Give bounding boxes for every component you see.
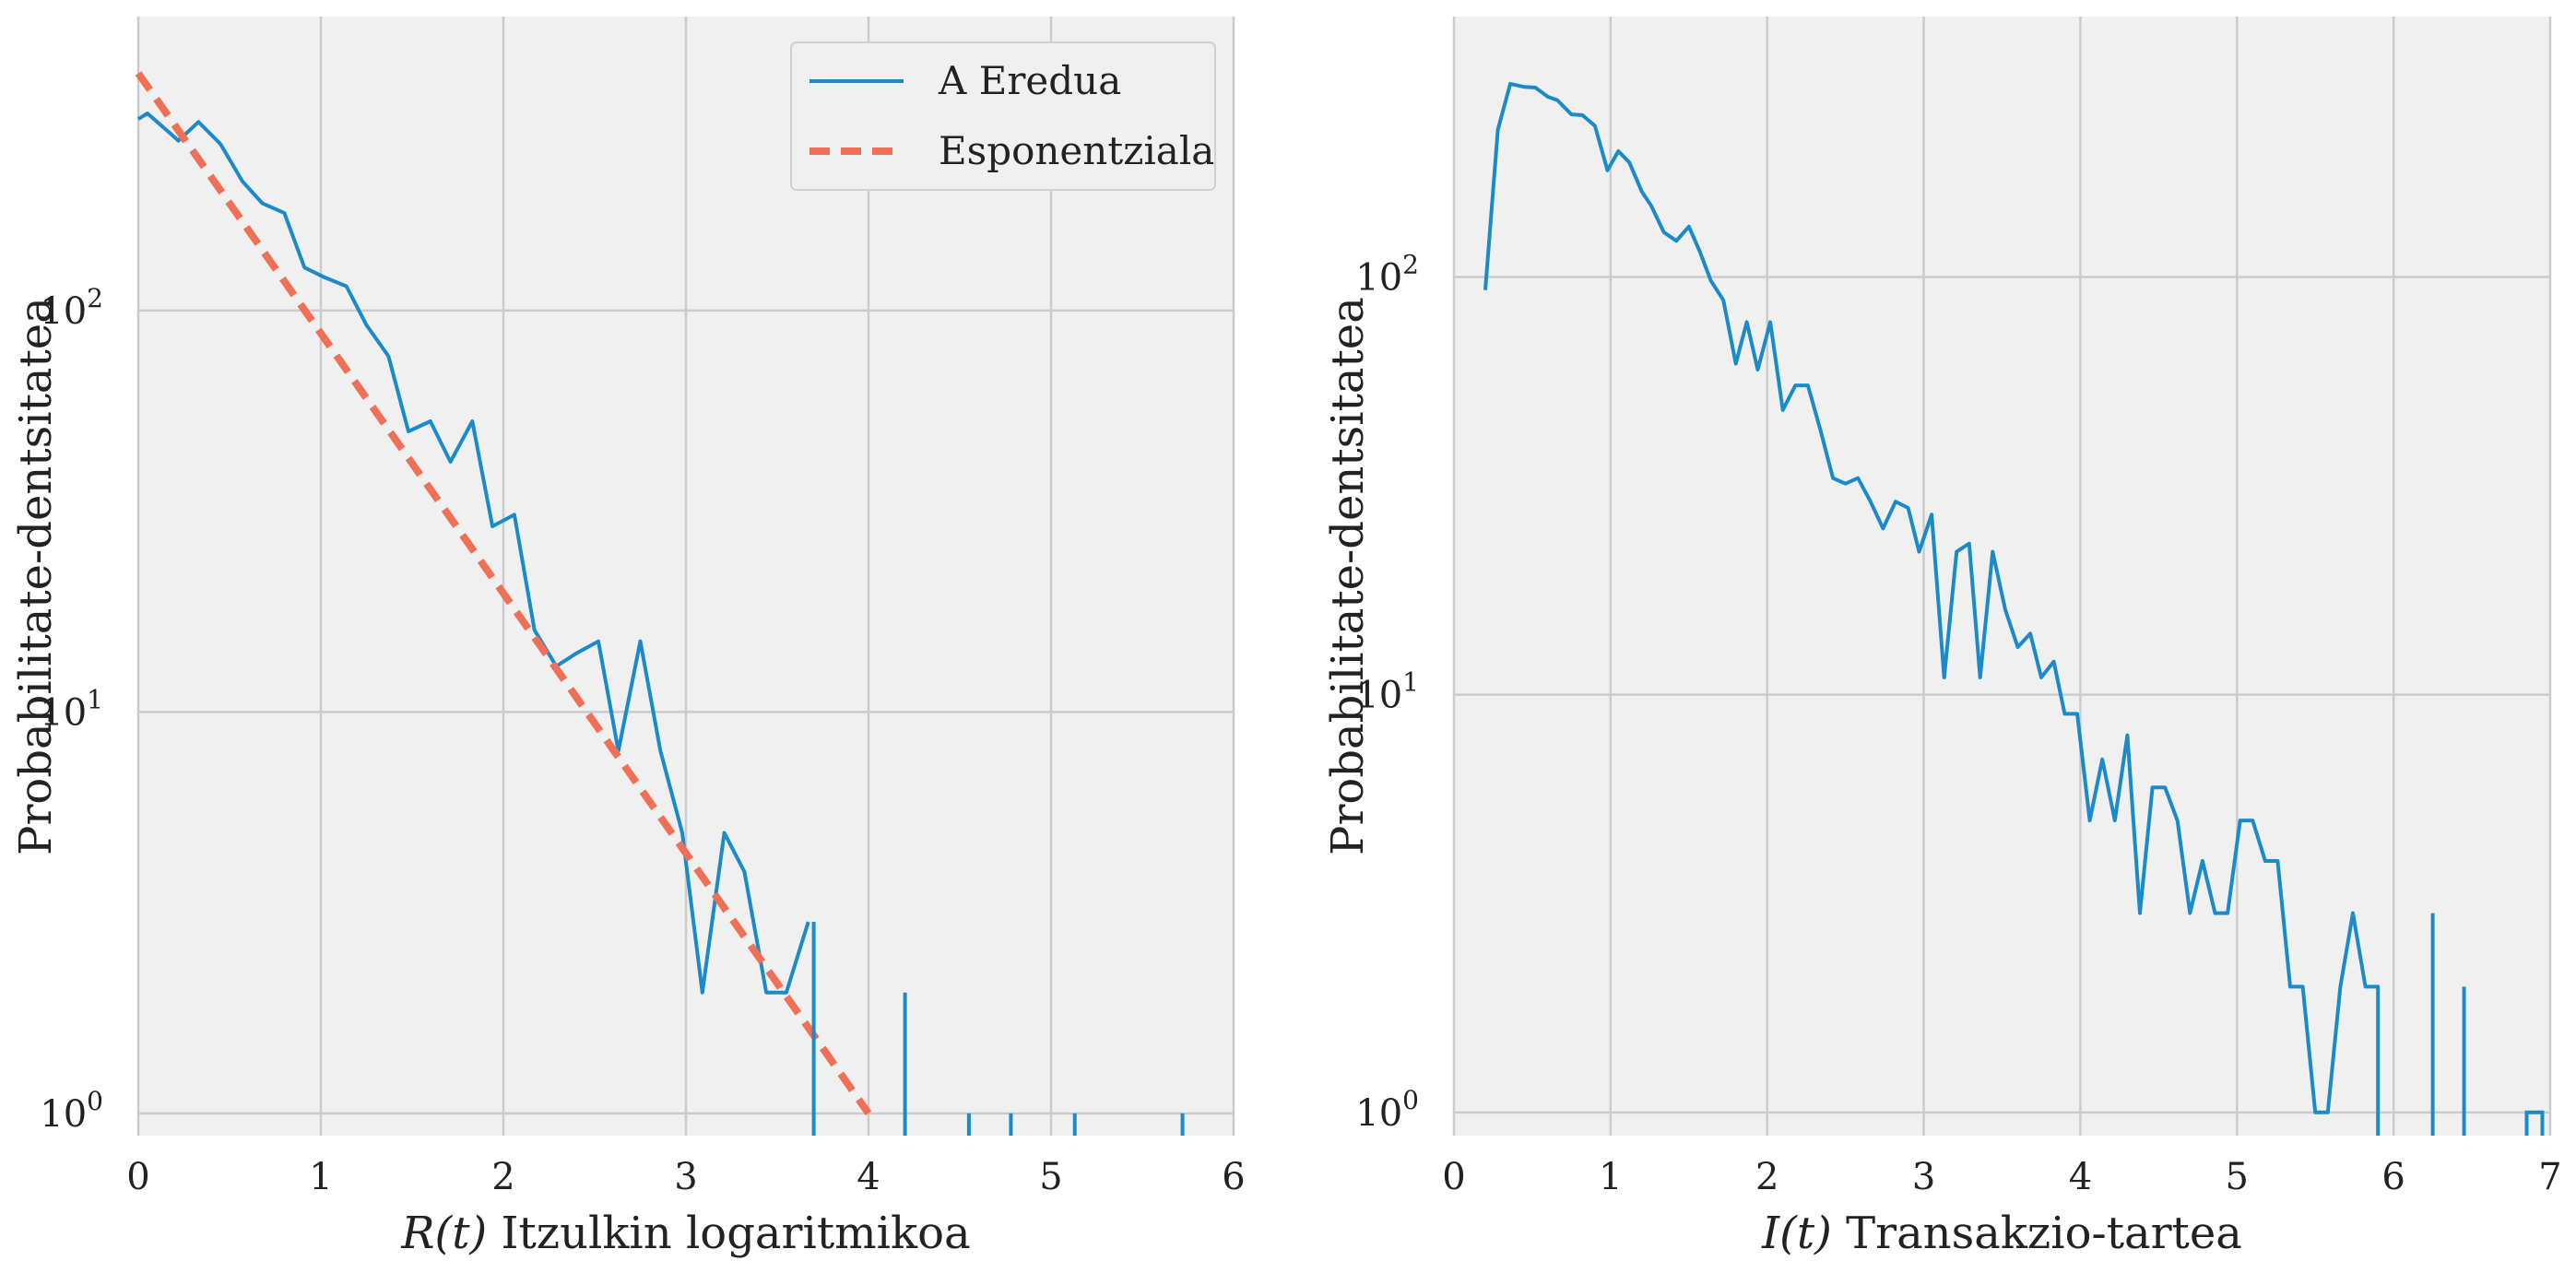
x-tick-label: 1 xyxy=(309,1156,332,1198)
chart-right: 0 1 2 3 4 5 6 7 100 101 102 I(t) Transakzio-tartea P… xyxy=(1322,17,2562,1259)
x-axis-label: R(t) Itzulkin logaritmikoa xyxy=(400,1208,970,1259)
series-line-esponentziala xyxy=(135,71,872,1116)
chart-left: 0 1 2 3 4 5 6 100 101 102 R(t) Itzulkin logaritmik… xyxy=(10,17,1246,1259)
series-line-a-eredua xyxy=(1483,81,2381,1136)
legend: A Eredua Esponentziala xyxy=(790,41,1216,191)
y-tick-label: 102 xyxy=(1355,249,1419,299)
y-tick-label: 101 xyxy=(40,684,103,734)
x-tick-label: 2 xyxy=(1755,1156,1778,1198)
series-tail xyxy=(2524,1110,2545,1136)
x-tick-label: 0 xyxy=(1442,1156,1465,1198)
y-axis-label: Probabilitate-dentsitatea xyxy=(1322,297,1374,855)
y-tick-label: 101 xyxy=(1355,667,1419,717)
y-tick-label: 100 xyxy=(1355,1085,1419,1135)
x-tick-label: 6 xyxy=(2381,1156,2405,1198)
x-tick-label: 5 xyxy=(2226,1156,2249,1198)
x-tick-label: 3 xyxy=(674,1156,697,1198)
x-axis-label: I(t) Transakzio-tartea xyxy=(1761,1208,2242,1259)
x-tick-label: 3 xyxy=(1912,1156,1935,1198)
x-tick-label: 1 xyxy=(1599,1156,1622,1198)
x-tick-label: 4 xyxy=(2069,1156,2092,1198)
series-line-a-eredua xyxy=(136,112,810,995)
x-tick-label: 0 xyxy=(126,1156,149,1198)
plot-background xyxy=(1454,17,2550,1136)
x-tick-label: 4 xyxy=(857,1156,880,1198)
x-tick-label: 6 xyxy=(1222,1156,1245,1198)
x-tick-label: 5 xyxy=(1039,1156,1062,1198)
y-tick-label: 100 xyxy=(40,1086,103,1136)
x-tick-label: 7 xyxy=(2538,1156,2561,1198)
x-tick-label: 2 xyxy=(491,1156,514,1198)
y-axis-label: Probabilitate-dentsitatea xyxy=(10,297,62,855)
legend-label: A Eredua xyxy=(938,58,1121,103)
y-tick-label: 102 xyxy=(40,283,103,333)
legend-label: Esponentziala xyxy=(939,128,1214,173)
